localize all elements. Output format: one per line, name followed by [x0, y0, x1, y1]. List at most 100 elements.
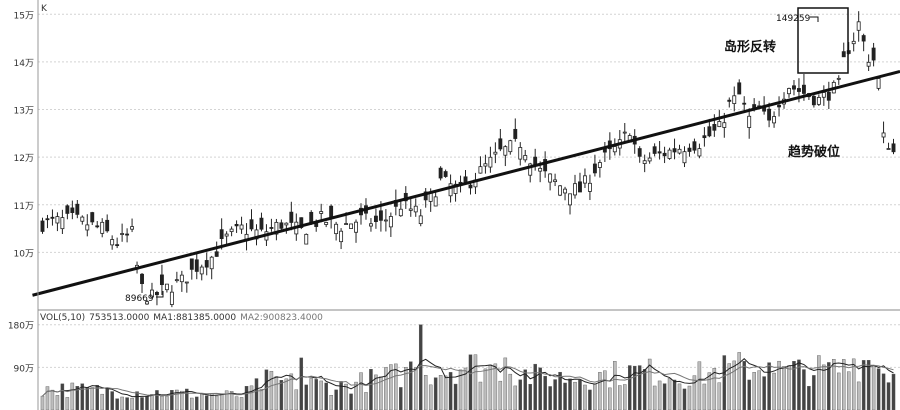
candle-body: [378, 210, 383, 221]
candle-body: [871, 47, 876, 61]
candle-body: [85, 224, 90, 231]
volume-bar: [637, 365, 642, 410]
candle-body: [488, 156, 493, 168]
volume-bar: [787, 365, 791, 410]
volume-bar: [364, 392, 368, 410]
candle-body: [712, 124, 717, 131]
volume-bar: [399, 387, 403, 410]
volume-bar: [90, 387, 94, 410]
candle-body: [418, 215, 423, 225]
volume-bar: [702, 383, 707, 410]
candle-body: [349, 223, 353, 229]
candle-body: [587, 182, 592, 192]
candle-body: [45, 218, 50, 221]
candle-body: [856, 21, 861, 31]
volume-bar: [155, 390, 159, 410]
candle-body: [797, 88, 801, 92]
candle-body: [224, 233, 229, 237]
vol-ma1: MA1:881385.0000: [153, 313, 237, 323]
candle-body: [836, 77, 841, 80]
volume-bar: [672, 379, 677, 410]
volume-bar: [603, 370, 607, 410]
volume-bar: [70, 382, 75, 410]
volume-bar: [175, 389, 179, 410]
candle-body: [155, 292, 159, 296]
candle-body: [543, 159, 548, 172]
candle-body: [881, 132, 886, 138]
volume-bar: [324, 382, 328, 410]
volume-bar: [145, 395, 149, 410]
volume-bar: [244, 386, 249, 410]
high-value-label: 149259: [776, 14, 811, 24]
volume-bar: [767, 362, 771, 410]
candle-body: [891, 143, 896, 153]
candle-body: [40, 220, 45, 232]
candle-body: [792, 85, 796, 90]
volume-bar: [65, 397, 70, 410]
volume-bar: [160, 396, 164, 410]
volume-bar: [608, 387, 612, 410]
volume-bar: [274, 376, 279, 410]
candle-body: [60, 217, 65, 230]
high-pointer: [810, 16, 819, 22]
volume-bar: [414, 367, 418, 410]
volume-bar: [593, 383, 597, 410]
candle-body: [722, 122, 727, 128]
volume-bar: [344, 383, 348, 410]
volume-bar: [583, 384, 587, 410]
candle-body: [234, 223, 239, 227]
candle-body: [304, 233, 309, 245]
candle-body: [169, 291, 174, 305]
candle-body: [742, 102, 747, 105]
candle-body: [777, 104, 781, 108]
candle-body: [498, 138, 503, 150]
volume-bar: [195, 396, 199, 410]
volume-bar: [508, 373, 513, 410]
volume-bar: [443, 375, 448, 410]
candle-body: [662, 152, 667, 157]
volume-bar: [861, 360, 866, 410]
candle-body: [583, 175, 587, 184]
candle-body: [478, 166, 483, 174]
candle-body: [438, 167, 443, 179]
candle-body: [563, 188, 567, 194]
price-axis-ticks: 10万 11万 12万 13万 14万 15万: [14, 11, 34, 259]
candle-body: [483, 163, 488, 167]
candle-body: [269, 227, 274, 229]
candle-body: [568, 193, 572, 206]
trend-break-label: 趋势破位: [788, 144, 840, 160]
volume-bar: [866, 360, 871, 410]
candle-body: [219, 229, 224, 240]
candle-body: [90, 212, 95, 223]
volume-bar: [334, 389, 338, 410]
candle-body: [707, 126, 712, 137]
volume-bar: [807, 386, 811, 410]
candle-body: [692, 141, 697, 151]
volume-bar: [349, 393, 353, 410]
candle-body: [150, 289, 154, 298]
candle-body: [214, 251, 219, 257]
candle-body: [737, 82, 742, 95]
candle-body: [787, 88, 791, 95]
candle-body: [120, 233, 125, 235]
candle-body: [508, 140, 513, 153]
volume-bar: [279, 380, 284, 410]
candle-body: [672, 148, 677, 153]
volume-bar: [394, 363, 398, 410]
volume-bar: [130, 397, 134, 410]
island-reversal-label: 岛形反转: [724, 39, 776, 55]
candle-body: [413, 205, 418, 213]
volume-bar: [832, 359, 836, 410]
candle-body: [518, 147, 523, 160]
volume-bar: [478, 381, 483, 410]
volume-bar: [473, 354, 478, 410]
volume-bar: [662, 383, 667, 410]
volume-bar: [727, 363, 732, 410]
volume-bar: [433, 377, 438, 410]
volume-bar: [563, 382, 567, 410]
candle-body: [821, 92, 826, 98]
island-box: [797, 7, 849, 74]
candle-body: [388, 216, 393, 228]
volume-bar: [309, 378, 313, 410]
volume-bar: [234, 396, 239, 410]
